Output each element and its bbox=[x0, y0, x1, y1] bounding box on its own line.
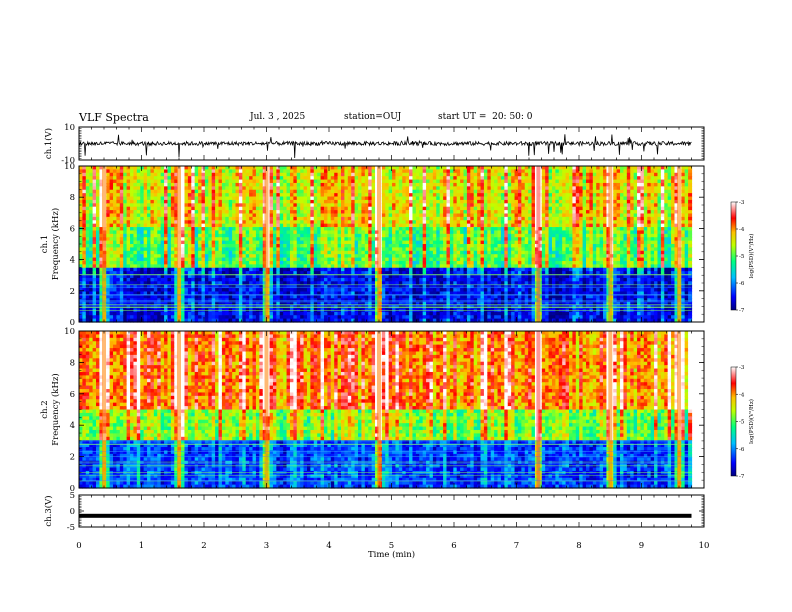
y-tick-label: -5 bbox=[67, 523, 75, 533]
colorbar-tick-label: -3 bbox=[739, 365, 745, 371]
y-tick-label: 10 bbox=[64, 123, 75, 133]
spectrogram-event bbox=[264, 331, 269, 488]
x-tick-label: 0 bbox=[76, 541, 81, 551]
spectrogram-event bbox=[102, 331, 106, 488]
y-tick-label: 4 bbox=[70, 421, 75, 431]
x-tick-label: 3 bbox=[264, 541, 269, 551]
colorbar-2 bbox=[730, 366, 738, 477]
colorbar-tick-label: -4 bbox=[739, 227, 745, 233]
x-tick-label: 6 bbox=[451, 541, 456, 551]
date-label: Jul. 3 , 2025 bbox=[250, 112, 306, 122]
colorbar-tick-label: -4 bbox=[739, 392, 745, 398]
spectrogram-1 bbox=[79, 166, 693, 323]
colorbar-tick-label: -6 bbox=[739, 281, 745, 287]
spectrogram-event bbox=[536, 331, 541, 488]
x-tick-label: 8 bbox=[576, 541, 581, 551]
spectrogram-event bbox=[536, 166, 541, 322]
ch1-spectrogram-ylabel: ch.1 bbox=[40, 235, 50, 253]
colorbar-label: log(PSD)(V²/Hz) bbox=[748, 234, 755, 279]
y-tick-label: 0 bbox=[70, 484, 75, 494]
spectrogram-event bbox=[102, 166, 106, 322]
y-tick-label: 2 bbox=[70, 287, 75, 297]
ch1-frequency-ylabel: Frequency (kHz) bbox=[50, 208, 61, 280]
colorbar-tick-label: -7 bbox=[739, 474, 745, 480]
colorbar-tick-label: -7 bbox=[739, 308, 745, 314]
spectrogram-event bbox=[677, 166, 681, 322]
x-tick-label: 10 bbox=[699, 541, 710, 551]
ch3-waveform-ylabel: ch.3(V) bbox=[43, 495, 54, 526]
spectrogram-2 bbox=[79, 331, 693, 489]
spectrogram-event bbox=[177, 166, 181, 322]
spectrogram-event bbox=[377, 331, 381, 488]
colorbar-1 bbox=[730, 201, 738, 311]
x-tick-label: 5 bbox=[389, 541, 394, 551]
ch3-waveform-line bbox=[79, 513, 692, 518]
colorbar-tick-label: -3 bbox=[739, 200, 745, 206]
y-tick-label: 6 bbox=[70, 224, 75, 234]
y-tick-label: 0 bbox=[70, 318, 75, 328]
x-tick-label: 7 bbox=[514, 541, 519, 551]
x-axis-label: Time (min) bbox=[368, 549, 415, 560]
y-tick-label: 6 bbox=[70, 390, 75, 400]
x-tick-label: 1 bbox=[139, 541, 144, 551]
y-tick-label: 4 bbox=[70, 256, 75, 266]
chart-title: VLF Spectra bbox=[79, 111, 149, 124]
spectrogram-event bbox=[677, 331, 681, 488]
spectrogram-event bbox=[608, 331, 613, 488]
spectrogram-event bbox=[377, 166, 381, 322]
y-tick-label: 5 bbox=[70, 491, 75, 501]
x-tick-label: 4 bbox=[326, 541, 331, 551]
y-tick-label: 8 bbox=[70, 358, 75, 368]
spectrogram-event bbox=[608, 166, 613, 322]
colorbar-tick-label: -5 bbox=[739, 254, 745, 260]
start-time-label: start UT = 20: 50: 0 bbox=[438, 112, 533, 122]
station-label: station=OUJ bbox=[344, 112, 402, 122]
y-tick-label: 10 bbox=[64, 327, 75, 337]
spectrogram-event bbox=[264, 166, 269, 322]
colorbar-tick-label: -5 bbox=[739, 420, 745, 426]
y-tick-label: 8 bbox=[70, 193, 75, 203]
y-tick-label: 2 bbox=[70, 453, 75, 463]
ch1-waveform-ylabel: ch.1(V) bbox=[43, 128, 54, 159]
colorbar-tick-label: -6 bbox=[739, 447, 745, 453]
ch2-spectrogram-ylabel: ch.2 bbox=[40, 400, 50, 418]
y-tick-label: -10 bbox=[61, 156, 75, 166]
x-tick-label: 2 bbox=[201, 541, 206, 551]
ch1-waveform-line bbox=[78, 134, 692, 159]
y-tick-label: 0 bbox=[70, 507, 75, 517]
spectrogram-event bbox=[177, 331, 181, 488]
x-tick-label: 9 bbox=[639, 541, 644, 551]
ch2-frequency-ylabel: Frequency (kHz) bbox=[50, 373, 61, 445]
y-tick-label: 10 bbox=[64, 162, 75, 172]
colorbar-label: log(PSD)(V²/Hz) bbox=[748, 399, 755, 444]
